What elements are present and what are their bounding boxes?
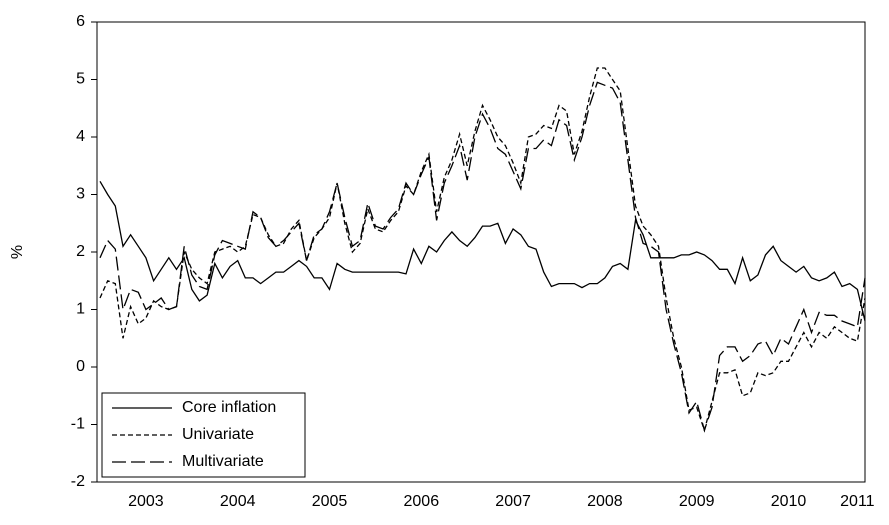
series-line bbox=[99, 180, 866, 322]
y-tick-label: 1 bbox=[76, 301, 85, 318]
x-tick-label: 2009 bbox=[679, 493, 715, 510]
series-line bbox=[99, 67, 866, 433]
legend-box bbox=[101, 392, 306, 478]
y-tick-label: 4 bbox=[76, 128, 85, 145]
y-axis-label: % bbox=[9, 245, 26, 259]
y-tick-label: -1 bbox=[71, 416, 85, 433]
x-tick-label: 2007 bbox=[495, 493, 531, 510]
x-tick-label: 2010 bbox=[771, 493, 807, 510]
series-line bbox=[99, 81, 866, 433]
y-tick-label: 5 bbox=[76, 71, 85, 88]
y-tick-label: 3 bbox=[76, 186, 85, 203]
x-tick-label: 2011 bbox=[840, 493, 875, 510]
x-tick-label: 2003 bbox=[128, 493, 164, 510]
y-tick-label: 0 bbox=[76, 358, 85, 375]
legend-label: Core inflation bbox=[182, 399, 276, 416]
x-tick-label: 2006 bbox=[404, 493, 440, 510]
x-tick-label: 2005 bbox=[312, 493, 348, 510]
y-tick-label: -2 bbox=[71, 473, 85, 490]
x-tick-label: 2004 bbox=[220, 493, 256, 510]
x-tick-label: 2008 bbox=[587, 493, 623, 510]
y-tick-label: 6 bbox=[76, 13, 85, 30]
y-tick-label: 2 bbox=[76, 243, 85, 260]
legend-label: Univariate bbox=[182, 426, 254, 443]
legend-label: Multivariate bbox=[182, 453, 264, 470]
